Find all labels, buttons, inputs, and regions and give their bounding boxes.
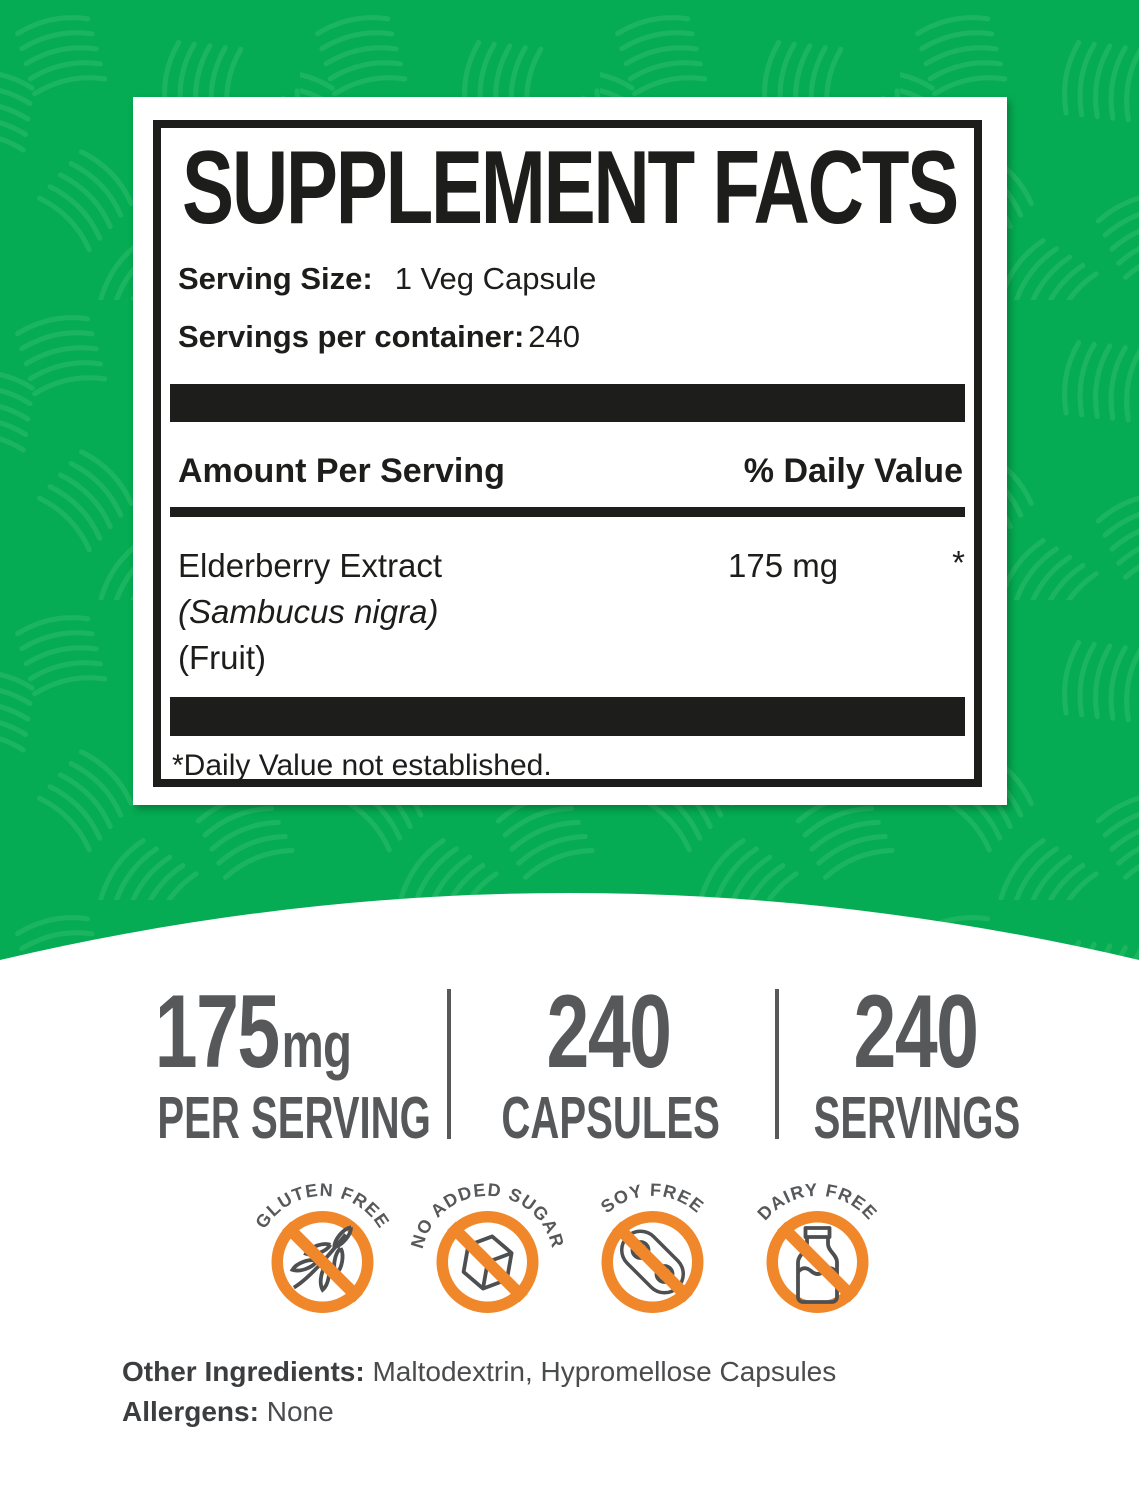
prohibition-ring: [601, 1211, 703, 1313]
prohibition-ring: [271, 1211, 373, 1313]
header-rule: [170, 507, 965, 517]
stat-number-wrap: 175 mg: [135, 974, 372, 1090]
divider-bar-top: [170, 384, 965, 422]
servings-value: 240: [528, 319, 581, 354]
footer-info: Other Ingredients: Maltodextrin, Hyprome…: [122, 1352, 836, 1432]
other-ingredients-line: Other Ingredients: Maltodextrin, Hyprome…: [122, 1352, 836, 1392]
facts-title: SUPPLEMENT FACTS: [182, 130, 960, 246]
amount-per-serving-header: Amount Per Serving: [178, 452, 505, 490]
ingredient-plant-part: (Fruit): [178, 639, 266, 676]
allergens-line: Allergens: None: [122, 1392, 836, 1432]
daily-value-header: % Daily Value: [743, 452, 963, 490]
prohibition-ring: [766, 1211, 868, 1313]
curved-section-divider: [0, 893, 1139, 966]
stat-number-wrap: 240: [492, 974, 729, 1090]
ingredient-daily-value: *: [952, 544, 965, 581]
stat-capsules: 240 CAPSULES: [450, 974, 770, 1151]
servings-per-container-row: Servings per container: 240: [178, 320, 965, 353]
servings-label: Servings per container:: [178, 319, 525, 354]
stat-caption: CAPSULES: [501, 1085, 720, 1151]
stat-value: 240: [546, 974, 672, 1090]
stat-value: 240: [853, 974, 979, 1090]
badge-no-added-sugar: NO ADDED SUGAR: [406, 1180, 566, 1313]
facts-panel: SUPPLEMENT FACTS Serving Size: 1 Veg Caps…: [133, 97, 1007, 805]
badge-label: GLUTEN FREE: [251, 1180, 393, 1232]
badge-gluten-free: GLUTEN FREE: [251, 1180, 393, 1313]
ingredient-latin-name: (Sambucus nigra): [178, 593, 439, 630]
ingredient-amount: 175 mg: [728, 547, 839, 584]
divider-bar-bottom: [170, 697, 965, 736]
slash-icon: [446, 1221, 528, 1303]
free-from-badges: GLUTEN FREE NO ADDED SUGAR: [0, 1160, 1139, 1330]
prohibition-ring: [436, 1211, 538, 1313]
badge-dairy-free: DAIRY FREE: [753, 1180, 880, 1313]
facts-title-wrap: SUPPLEMENT FACTS: [182, 130, 965, 246]
other-ingredients-label: Other Ingredients:: [122, 1356, 365, 1387]
ingredient-row: Elderberry Extract (Sambucus nigra) (Fru…: [178, 543, 965, 681]
stat-caption: SERVINGS: [813, 1085, 1021, 1151]
allergens-label: Allergens:: [122, 1396, 259, 1427]
slash-icon: [281, 1221, 363, 1303]
facts-header-row: Amount Per Serving % Daily Value: [178, 452, 963, 491]
ingredient-name: Elderberry Extract: [178, 547, 443, 584]
other-ingredients-value: Maltodextrin, Hypromellose Capsules: [372, 1356, 837, 1387]
stat-per-serving: 175 mg PER SERVING: [93, 974, 431, 1148]
facts-table: SUPPLEMENT FACTS Serving Size: 1 Veg Caps…: [153, 120, 982, 787]
stat-caption: PER SERVING: [157, 1085, 431, 1151]
serving-size-label: Serving Size:: [178, 261, 373, 296]
stat-divider: [447, 989, 451, 1139]
serving-size-value: 1 Veg Capsule: [394, 261, 597, 296]
serving-size-row: Serving Size: 1 Veg Capsule: [178, 262, 965, 295]
slash-icon: [611, 1221, 693, 1303]
stat-unit: mg: [281, 1009, 352, 1081]
stat-servings: 240 SERVINGS: [757, 974, 1077, 1151]
stat-value: 175: [154, 974, 280, 1090]
facts-title-text: SUPPLEMENT FACTS: [182, 144, 957, 236]
badge-soy-free: SOY FREE: [596, 1180, 706, 1313]
slash-icon: [776, 1221, 858, 1303]
stat-number-wrap: 240: [799, 974, 1036, 1090]
daily-value-footnote: *Daily Value not established.: [172, 749, 552, 782]
stat-divider: [775, 989, 779, 1139]
allergens-value: None: [266, 1396, 334, 1427]
